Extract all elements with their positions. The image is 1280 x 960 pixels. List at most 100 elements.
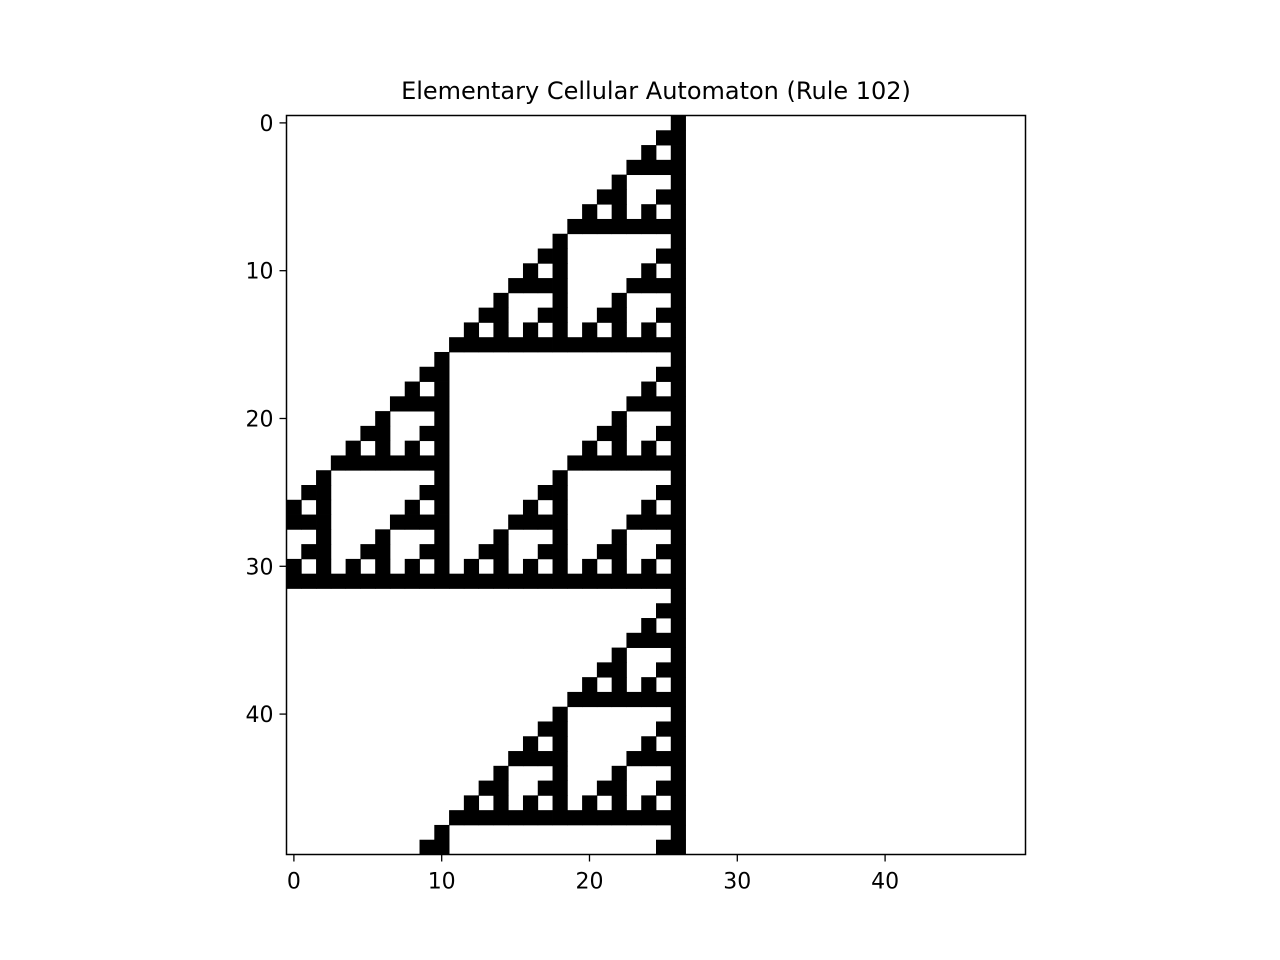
- live-cell: [316, 499, 332, 515]
- live-cell: [670, 544, 686, 560]
- live-cell: [611, 455, 627, 471]
- live-cell: [567, 337, 583, 353]
- live-cell: [508, 337, 524, 353]
- live-cell: [537, 573, 553, 589]
- live-cell: [641, 145, 657, 161]
- live-cell: [522, 751, 539, 767]
- live-cell: [656, 218, 672, 235]
- live-cell: [508, 514, 524, 530]
- live-cell: [656, 780, 672, 796]
- live-cell: [582, 810, 598, 826]
- live-cell: [316, 514, 332, 530]
- live-cell: [670, 499, 686, 515]
- live-cell: [360, 425, 376, 442]
- live-cell: [404, 381, 420, 397]
- live-cell: [641, 618, 657, 634]
- live-cell: [537, 485, 553, 501]
- live-cell: [626, 159, 642, 176]
- live-cell: [552, 810, 568, 826]
- live-cell: [656, 396, 672, 412]
- live-cell: [508, 573, 524, 589]
- live-cell: [552, 248, 568, 264]
- live-cell: [626, 751, 642, 767]
- live-cell: [656, 159, 672, 176]
- live-cell: [552, 233, 568, 249]
- live-cell: [552, 470, 568, 486]
- live-cell: [360, 573, 376, 589]
- live-cell: [552, 263, 568, 279]
- live-cell: [478, 544, 494, 560]
- x-axis: 0 10 20 30 40: [287, 854, 899, 895]
- live-cell: [670, 130, 686, 146]
- live-cell: [434, 396, 450, 412]
- live-cell: [419, 425, 435, 442]
- live-cell: [670, 795, 686, 811]
- live-cell: [670, 204, 686, 220]
- live-cell: [596, 544, 613, 560]
- live-cell: [360, 455, 376, 471]
- live-cell: [552, 751, 568, 767]
- live-cell: [375, 558, 391, 575]
- live-cell: [301, 485, 317, 501]
- live-cell: [611, 425, 627, 442]
- live-cell: [301, 573, 317, 589]
- live-cell: [656, 662, 672, 678]
- live-cell: [522, 278, 539, 294]
- live-cell: [375, 455, 391, 471]
- live-cell: [626, 337, 642, 353]
- y-tick-label: 40: [246, 703, 274, 728]
- live-cell: [389, 573, 406, 589]
- live-cell: [375, 425, 391, 442]
- y-tick-label: 0: [260, 112, 274, 137]
- live-cell: [670, 573, 686, 589]
- live-cell: [641, 632, 657, 648]
- live-cell: [641, 396, 657, 412]
- live-cell: [301, 544, 317, 560]
- live-cell: [434, 351, 450, 368]
- y-tick-label: 10: [246, 260, 274, 285]
- live-cell: [552, 736, 568, 752]
- live-cell: [670, 292, 686, 309]
- live-cell: [552, 337, 568, 353]
- live-cell: [522, 499, 539, 515]
- live-cell: [641, 218, 657, 235]
- live-cell: [449, 337, 465, 353]
- live-cell: [552, 544, 568, 560]
- live-cell: [641, 337, 657, 353]
- live-cell: [626, 396, 642, 412]
- live-cell: [626, 218, 642, 235]
- live-cell: [375, 440, 391, 456]
- live-cell: [582, 337, 598, 353]
- live-cell: [552, 573, 568, 589]
- live-cell: [404, 440, 420, 456]
- live-cell: [611, 691, 627, 708]
- live-cell: [478, 307, 494, 323]
- live-cell: [316, 485, 332, 501]
- live-cell: [611, 204, 627, 220]
- live-cell: [670, 691, 686, 708]
- live-cell: [596, 189, 613, 205]
- live-cell: [537, 307, 553, 323]
- live-cell: [537, 780, 553, 796]
- live-cell: [641, 736, 657, 752]
- live-cell: [611, 647, 627, 663]
- live-cell: [611, 322, 627, 338]
- live-cell: [582, 322, 598, 338]
- live-cell: [419, 839, 435, 855]
- live-cell: [419, 485, 435, 501]
- live-cell: [641, 810, 657, 826]
- live-cell: [611, 662, 627, 678]
- live-cell: [596, 218, 613, 235]
- live-cell: [641, 573, 657, 589]
- live-cell: [641, 159, 657, 176]
- live-cell: [552, 292, 568, 309]
- live-cell: [656, 514, 672, 530]
- live-cell: [656, 544, 672, 560]
- live-cell: [567, 573, 583, 589]
- live-cell: [656, 603, 672, 619]
- live-cell: [552, 780, 568, 796]
- live-cell: [463, 795, 480, 811]
- live-cell: [434, 455, 450, 471]
- live-cell: [626, 278, 642, 294]
